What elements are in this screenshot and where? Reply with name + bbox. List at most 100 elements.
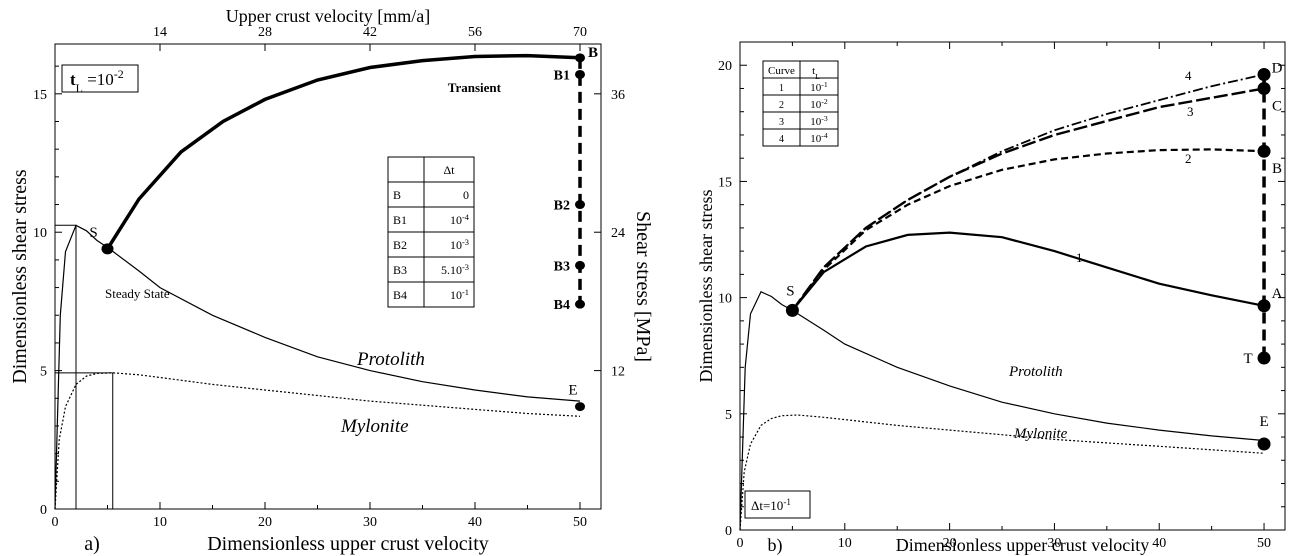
marker-b4 <box>575 299 585 309</box>
table-cell-value: 5.10-3 <box>441 263 469 278</box>
x-tick-label: 20 <box>943 536 957 551</box>
right-tick-label: 12 <box>611 365 625 380</box>
curve-table: Curve tL 1 10-1 2 10-2 3 10-3 4 10-4 <box>762 60 839 147</box>
curve-label-3: 3 <box>1187 104 1194 119</box>
series-mylonite <box>54 372 581 510</box>
x-tick-label: 40 <box>468 515 482 530</box>
curve-label-1: 1 <box>1076 250 1083 265</box>
x-tick-label: 50 <box>573 515 587 530</box>
x-tick-label: 0 <box>52 515 59 530</box>
x-tick-label: 0 <box>737 536 744 551</box>
series-4 <box>791 73 1265 311</box>
marker-c <box>1257 81 1271 95</box>
param-box <box>61 64 139 93</box>
steady-state-label: Steady State <box>105 286 170 301</box>
y-tick-label: 20 <box>718 59 732 74</box>
marker-label-d: D <box>1272 61 1283 77</box>
series-1 <box>791 231 1265 312</box>
right-axis-title: Shear stress [MPa] <box>632 211 654 362</box>
top-tick-label: 70 <box>573 25 587 40</box>
plot-frame <box>739 41 1286 531</box>
marker-label-b3: B3 <box>554 259 570 274</box>
top-tick-label: 56 <box>468 25 482 40</box>
table-cell-curve: 2 <box>779 100 784 111</box>
marker-d <box>1257 68 1271 82</box>
y-axis-title: Dimensionless shear stress <box>696 190 716 383</box>
marker-a <box>1257 299 1271 313</box>
table-cell-curve: 3 <box>779 117 784 128</box>
table-cell-name: B <box>393 188 401 202</box>
y-tick-label: 10 <box>33 226 47 241</box>
table-cell-name: B3 <box>393 263 407 277</box>
table-cell-curve: 4 <box>779 134 784 145</box>
x-axis-title: Dimensionless upper crust velocity <box>896 535 1149 555</box>
y-tick-label: 5 <box>725 408 732 423</box>
mylonite-label: Mylonite <box>1013 426 1068 442</box>
marker-label-s: S <box>786 283 794 299</box>
table-cell-curve: 1 <box>779 83 784 94</box>
marker-label-e: E <box>1259 414 1268 430</box>
table-cell-value: 10-4 <box>450 213 470 228</box>
mylonite-label: Mylonite <box>340 416 409 437</box>
param-box <box>744 490 811 519</box>
marker-label-b: B <box>588 45 598 61</box>
protolith-label: Protolith <box>356 349 425 370</box>
table-cell-value: 10-4 <box>810 131 828 146</box>
top-tick-label: 28 <box>258 25 272 40</box>
marker-b3 <box>575 260 585 270</box>
table-cell-value: 10-1 <box>810 80 828 95</box>
panel-label: a) <box>84 533 100 555</box>
table-header-tl: tL <box>812 65 820 81</box>
table-cell-value: 0 <box>463 188 469 202</box>
marker-b <box>1257 144 1271 158</box>
top-axis-title: Upper crust velocity [mm/a] <box>226 6 430 26</box>
steady-state-reference-line <box>55 224 77 509</box>
x-tick-label: 30 <box>1047 536 1061 551</box>
y-tick-label: 15 <box>33 88 47 103</box>
marker-label-b: B <box>1272 161 1282 177</box>
y-tick-label: 0 <box>725 524 732 539</box>
right-tick-label: 36 <box>611 88 625 103</box>
table-header-curve: Curve <box>768 65 795 77</box>
marker-label-e: E <box>568 383 577 399</box>
curve-label-4: 4 <box>1185 68 1192 83</box>
table-cell-value: 10-2 <box>810 97 828 112</box>
series-transient <box>106 53 581 250</box>
panel-label: b) <box>768 535 783 556</box>
series-protolith <box>54 224 581 510</box>
y-tick-label: 5 <box>40 365 47 380</box>
marker-label-s: S <box>89 225 97 241</box>
curve-label-2: 2 <box>1185 151 1192 166</box>
table-cell-value: 10-1 <box>450 288 469 303</box>
protolith-label: Protolith <box>1008 364 1063 380</box>
marker-label-b2: B2 <box>554 199 570 214</box>
marker-b <box>575 53 585 63</box>
marker-label-a: A <box>1272 286 1283 302</box>
x-tick-label: 30 <box>363 515 377 530</box>
marker-e <box>1257 437 1271 451</box>
marker-e <box>575 402 585 412</box>
marker-label-t: T <box>1243 351 1252 367</box>
y-tick-label: 0 <box>40 503 47 518</box>
param-box-text: Δt=10-1 <box>751 497 791 513</box>
marker-b2 <box>575 200 585 210</box>
marker-label-b4: B4 <box>554 298 570 313</box>
marker-b1 <box>575 69 585 79</box>
table-cell-name: B2 <box>393 238 407 252</box>
x-tick-label: 10 <box>153 515 167 530</box>
x-tick-label: 20 <box>258 515 272 530</box>
table-cell-name: B1 <box>393 213 407 227</box>
table-header: Δt <box>443 163 455 177</box>
x-tick-label: 40 <box>1152 536 1166 551</box>
marker-s <box>101 243 114 255</box>
param-box-text: tL =10-2 <box>70 67 124 95</box>
panel-a: 0 10 20 30 40 50 0 5 10 15 14 28 42 56 70 12 24 36 Dimensi… <box>9 6 654 555</box>
y-axis-title: Dimensionless shear stress <box>9 169 31 384</box>
series-2 <box>791 148 1265 312</box>
marker-t <box>1257 351 1271 365</box>
series-3 <box>791 87 1265 312</box>
marker-label-b1: B1 <box>554 68 570 83</box>
series-protolith <box>739 291 1265 531</box>
table-cell-value: 10-3 <box>450 238 469 253</box>
